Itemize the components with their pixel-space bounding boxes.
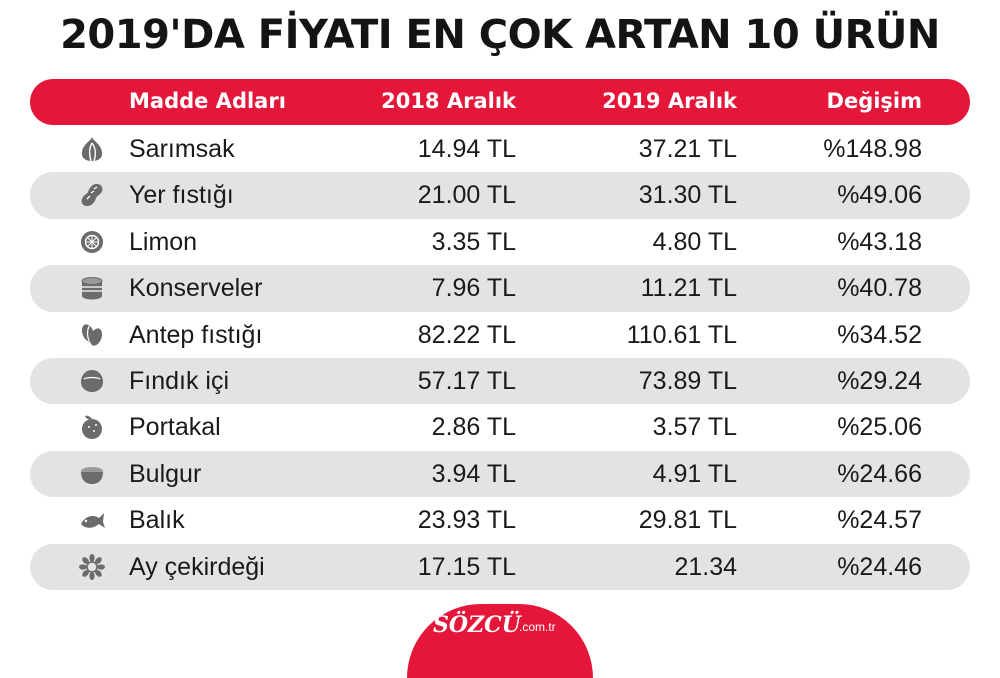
price-2018: 3.35 TL — [431, 227, 516, 256]
price-2019: 31.30 TL — [638, 181, 737, 210]
price-2018: 17.15 TL — [417, 552, 516, 581]
table-row: Yer fıstığı 21.00 TL 31.30 TL %49.06 — [30, 172, 970, 219]
table-row: Bulgur 3.94 TL 4.91 TL %24.66 — [30, 450, 970, 498]
fish-icon — [81, 513, 105, 529]
table-row: Balık 23.93 TL 29.81 TL %24.57 — [30, 497, 970, 543]
price-2019: 21.34 — [674, 552, 737, 581]
price-2018: 21.00 TL — [417, 181, 516, 210]
brand-name: SÖZCÜ — [433, 612, 521, 638]
price-2018: 23.93 TL — [417, 506, 516, 535]
brand-domain: .com.tr — [519, 620, 556, 634]
item-name: Limon — [129, 227, 198, 256]
price-2019: 4.80 TL — [652, 227, 737, 256]
price-2018: 14.94 TL — [417, 135, 516, 163]
price-2019: 37.21 TL — [638, 135, 737, 163]
change-percent: %25.06 — [837, 413, 922, 442]
peanut-icon — [81, 184, 103, 207]
change-percent: %24.57 — [837, 506, 922, 535]
item-name: Ay çekirdeği — [129, 552, 265, 581]
garlic-icon — [81, 137, 103, 162]
page-title: 2019'DA FİYATI EN ÇOK ARTAN 10 ÜRÜN — [60, 12, 940, 58]
table-header: Madde Adları 2018 Aralık 2019 Aralık Değ… — [30, 79, 970, 125]
item-name: Yer fıstığı — [129, 181, 234, 210]
table-row: Antep fıstığı 82.22 TL 110.61 TL %34.52 — [30, 312, 970, 358]
price-2019: 29.81 TL — [638, 506, 737, 535]
change-percent: %49.06 — [837, 181, 922, 210]
change-percent: %24.66 — [837, 459, 922, 488]
price-2019: 110.61 TL — [626, 320, 737, 349]
bowl-icon — [81, 466, 103, 484]
price-2018: 2.86 TL — [431, 413, 516, 442]
change-percent: %40.78 — [837, 274, 922, 303]
item-name: Portakal — [129, 413, 221, 442]
header-2019: 2019 Aralık — [602, 89, 737, 113]
change-percent: %34.52 — [837, 320, 922, 349]
change-percent: %43.18 — [837, 227, 922, 256]
price-2018: 7.96 TL — [431, 274, 516, 303]
item-name: Balık — [129, 506, 185, 535]
price-2019: 11.21 TL — [640, 274, 737, 303]
change-percent: %29.24 — [837, 366, 922, 395]
orange-icon — [82, 415, 102, 440]
item-name: Fındık içi — [129, 366, 230, 395]
brand-logo: SÖZCÜ .com.tr — [407, 604, 593, 678]
can-icon — [81, 277, 103, 300]
lemon-icon — [81, 230, 103, 253]
table-body: Sarımsak 14.94 TL 37.21 TL %148.98 Yer f… — [30, 126, 970, 590]
price-2018: 82.22 TL — [417, 320, 516, 349]
price-2018: 3.94 TL — [431, 459, 516, 488]
pistachio-icon — [81, 323, 103, 346]
header-change: Değişim — [826, 89, 922, 113]
item-name: Antep fıstığı — [129, 320, 263, 349]
table-row: Portakal 2.86 TL 3.57 TL %25.06 — [30, 404, 970, 450]
item-name: Konserveler — [129, 274, 263, 303]
table-row: Limon 3.35 TL 4.80 TL %43.18 — [30, 219, 970, 265]
table-row: Konserveler 7.96 TL 11.21 TL %40.78 — [30, 265, 970, 312]
table-row: Sarımsak 14.94 TL 37.21 TL %148.98 — [30, 126, 970, 172]
header-2018: 2018 Aralık — [381, 89, 516, 113]
price-2019: 4.91 TL — [652, 459, 737, 488]
table-row: Fındık içi 57.17 TL 73.89 TL %29.24 — [30, 357, 970, 405]
price-2019: 3.57 TL — [652, 413, 737, 442]
item-name: Sarımsak — [129, 135, 235, 163]
item-name: Bulgur — [129, 459, 202, 488]
price-2018: 57.17 TL — [417, 366, 516, 395]
price-2019: 73.89 TL — [638, 366, 737, 395]
change-percent: %148.98 — [823, 135, 922, 163]
table-row: Ay çekirdeği 17.15 TL 21.34 %24.46 — [30, 543, 970, 590]
hazelnut-icon — [81, 369, 103, 392]
header-name: Madde Adları — [129, 89, 286, 113]
change-percent: %24.46 — [837, 552, 922, 581]
sunflower-icon — [79, 553, 105, 580]
